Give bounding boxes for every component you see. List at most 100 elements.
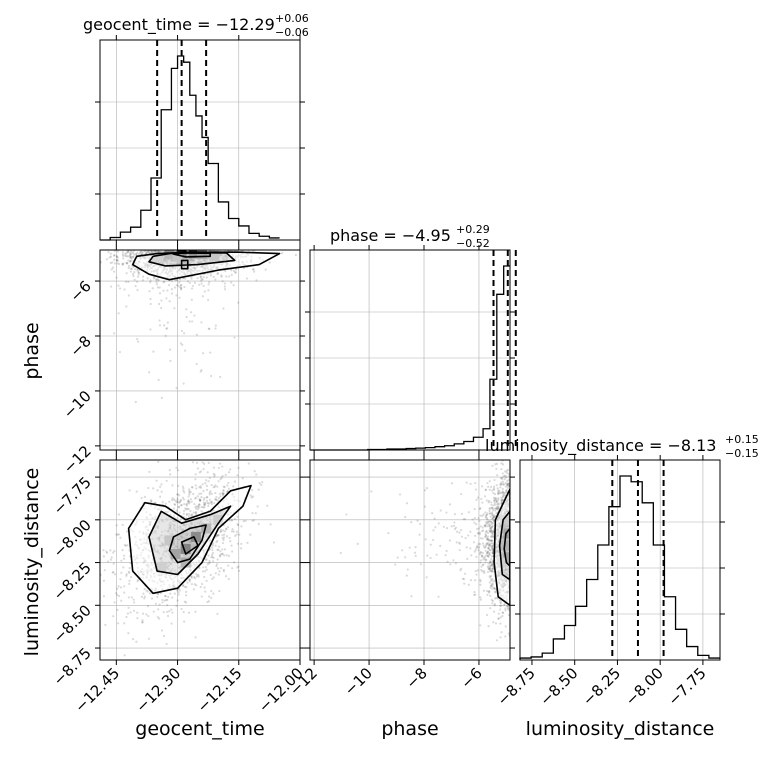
sample-point	[175, 294, 178, 297]
sample-point	[482, 570, 486, 573]
sample-point	[198, 499, 202, 502]
sample-point	[181, 584, 185, 587]
contour-level-2	[168, 524, 207, 564]
sample-point	[208, 498, 212, 501]
sample-point	[413, 551, 417, 554]
sample-point	[497, 505, 500, 508]
sample-point	[182, 610, 185, 614]
sample-point	[129, 252, 132, 255]
sample-point	[133, 278, 136, 281]
sample-point	[268, 261, 271, 264]
sample-point	[485, 530, 488, 533]
sample-point	[504, 476, 508, 479]
xtick-label-phase-2: −8	[402, 664, 430, 692]
sample-point	[233, 534, 237, 537]
sample-point	[116, 262, 119, 265]
sample-point	[494, 496, 497, 500]
title-geocent-time-plus: +0.06	[275, 12, 309, 25]
sample-point	[180, 503, 183, 507]
sample-point	[148, 470, 151, 474]
sample-point	[181, 496, 185, 499]
sample-point	[492, 485, 496, 488]
sample-point	[190, 287, 194, 290]
sample-point	[83, 252, 85, 254]
sample-point	[122, 557, 126, 560]
sample-point	[227, 487, 231, 490]
xtick-label-phase-3: −6	[457, 664, 485, 692]
sample-point	[488, 581, 491, 584]
sample-point	[173, 307, 176, 310]
sample-point	[264, 268, 267, 271]
sample-point	[460, 492, 463, 496]
sample-point	[482, 558, 485, 561]
sample-point	[488, 480, 491, 483]
sample-point	[188, 493, 191, 496]
sample-point	[132, 601, 136, 604]
sample-point	[188, 488, 191, 491]
sample-point	[496, 474, 499, 477]
sample-point	[171, 596, 174, 599]
sample-point	[184, 507, 187, 510]
sample-point	[482, 529, 485, 532]
sample-point	[131, 250, 134, 254]
sample-point	[131, 272, 135, 276]
sample-point	[221, 552, 224, 555]
sample-point	[126, 262, 129, 265]
sample-point	[195, 507, 198, 510]
sample-point	[223, 282, 226, 285]
sample-point	[501, 463, 505, 466]
sample-point	[461, 577, 465, 580]
sample-point	[486, 482, 489, 485]
sample-point	[146, 590, 149, 593]
sample-point	[444, 554, 447, 557]
sample-point	[178, 589, 182, 592]
sample-point	[491, 578, 494, 581]
sample-point	[491, 489, 494, 492]
sample-point	[500, 500, 503, 503]
sample-point	[207, 480, 210, 483]
title-phase: phase = −4.95 +0.29 −0.52	[330, 223, 490, 250]
sample-point	[164, 334, 167, 337]
sample-point	[404, 556, 407, 559]
sample-point	[481, 570, 484, 573]
sample-point	[370, 490, 373, 493]
sample-point	[120, 599, 123, 602]
sample-point	[484, 561, 487, 564]
sample-point	[176, 497, 179, 500]
sample-point	[226, 490, 229, 493]
sample-point	[122, 257, 125, 260]
sample-point	[134, 253, 138, 256]
sample-point	[491, 531, 494, 534]
sample-point	[506, 486, 509, 489]
sample-point	[173, 286, 177, 289]
sample-point	[154, 501, 157, 504]
sample-point	[194, 511, 197, 514]
sample-point	[207, 289, 210, 292]
sample-point	[127, 596, 131, 599]
sample-point	[454, 526, 458, 529]
sample-point	[155, 281, 158, 284]
sample-point	[150, 250, 153, 253]
sample-point	[501, 472, 504, 475]
sample-point	[499, 601, 502, 604]
sample-point	[216, 548, 219, 552]
title-luminosity-distance: luminosity_distance = −8.13 +0.15 −0.15	[485, 433, 759, 460]
sample-point	[471, 518, 474, 521]
sample-point	[497, 507, 500, 510]
sample-point	[294, 253, 298, 257]
sample-point	[180, 286, 183, 290]
sample-point	[504, 607, 507, 610]
sample-point	[221, 529, 225, 532]
sample-point	[213, 475, 216, 478]
sample-point	[125, 573, 128, 576]
sample-point	[502, 483, 506, 486]
sample-point	[489, 560, 492, 564]
sample-point	[142, 592, 145, 595]
sample-point	[129, 250, 132, 253]
sample-point	[458, 531, 461, 534]
sample-point	[235, 530, 239, 533]
title-luminosity-distance-plus: +0.15	[725, 433, 759, 446]
sample-point	[160, 483, 163, 486]
sample-point	[222, 536, 226, 539]
sample-point	[501, 490, 504, 493]
